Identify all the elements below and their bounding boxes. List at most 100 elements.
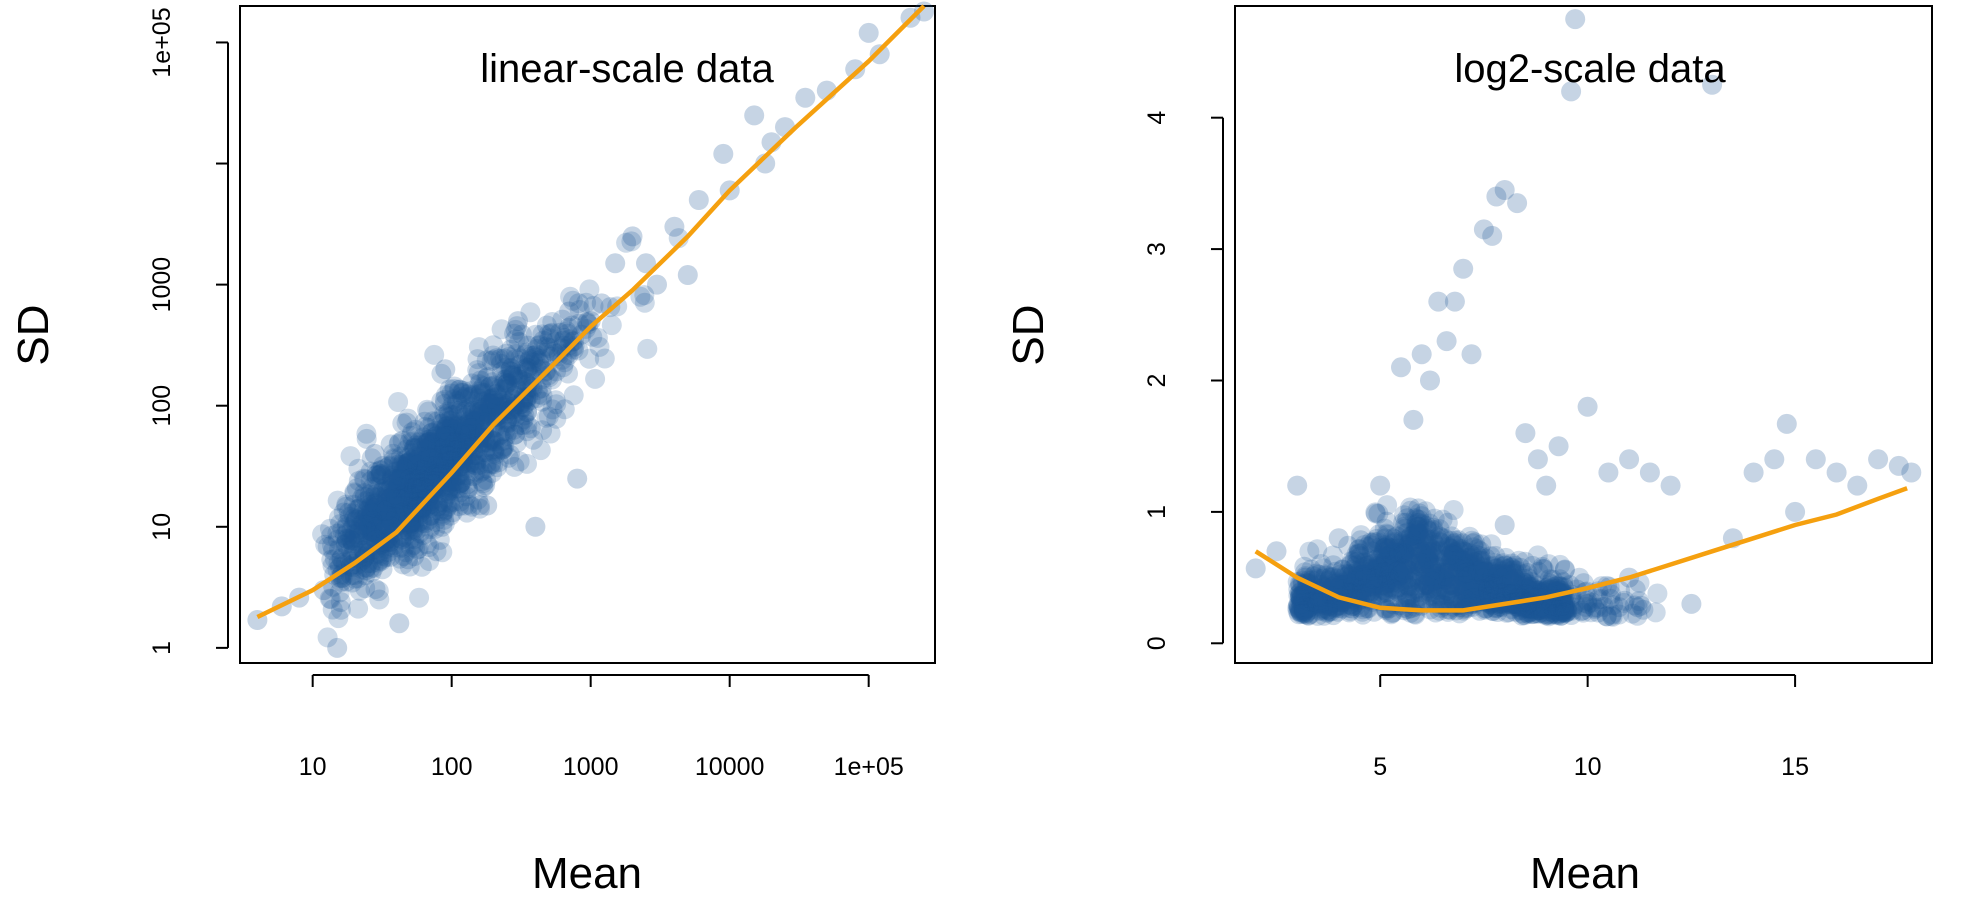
cloud-point [1439, 580, 1460, 600]
cloud-point [1487, 571, 1508, 592]
cloud-point [466, 450, 487, 471]
cloud-point [1405, 514, 1426, 535]
cloud-point [1425, 564, 1445, 585]
cloud-point [1436, 549, 1456, 570]
cloud-point [405, 435, 426, 456]
cloud-point [432, 516, 453, 537]
cloud-point [389, 498, 410, 519]
cloud-point [1389, 559, 1410, 580]
cloud-point [517, 421, 538, 442]
cloud-point [395, 481, 416, 502]
cloud-point [454, 407, 475, 428]
cloud-point [517, 361, 538, 382]
cloud-point [1613, 592, 1634, 613]
cloud-point [1343, 574, 1364, 595]
cloud-point [372, 559, 393, 580]
cloud-point [1317, 599, 1338, 620]
cloud-point [1505, 601, 1526, 622]
cloud-point [330, 592, 351, 612]
data-point [1461, 344, 1482, 365]
data-point [914, 1, 934, 22]
cloud-point [397, 453, 418, 474]
cloud-point [1464, 532, 1485, 553]
cloud-point [352, 525, 373, 545]
cloud-point [1359, 584, 1380, 605]
cloud-point [499, 361, 520, 381]
cloud-point [1512, 572, 1533, 593]
cloud-point [563, 385, 584, 406]
cloud-point [413, 462, 434, 482]
cloud-point [1601, 584, 1621, 605]
cloud-point [453, 417, 474, 437]
cloud-point [1447, 530, 1468, 550]
cloud-point [450, 473, 471, 494]
cloud-point [457, 404, 478, 425]
cloud-point [402, 520, 423, 541]
cloud-point [1410, 543, 1431, 563]
cloud-point [384, 503, 405, 524]
cloud-point [1520, 576, 1541, 597]
cloud-point [351, 488, 372, 509]
cloud-point [446, 416, 466, 437]
cloud-point [1394, 544, 1414, 565]
cloud-point [438, 447, 459, 468]
cloud-point [1454, 554, 1475, 574]
cloud-point [1427, 569, 1448, 590]
cloud-point [1600, 588, 1621, 609]
cloud-point [546, 394, 567, 415]
cloud-point [1436, 570, 1457, 591]
cloud-point [415, 416, 436, 437]
cloud-point [1368, 559, 1388, 580]
cloud-point [1548, 575, 1569, 596]
cloud-point [438, 401, 459, 422]
cloud-point [1441, 544, 1462, 565]
cloud-point [453, 389, 474, 409]
cloud-point [1365, 502, 1386, 523]
cloud-point [438, 439, 459, 460]
cloud-point [1398, 576, 1419, 597]
cloud-point [419, 449, 440, 470]
cloud-point [402, 486, 423, 507]
cloud-point [1465, 558, 1486, 578]
cloud-point [536, 336, 557, 357]
cloud-point [413, 427, 434, 448]
cloud-point [436, 426, 457, 447]
cloud-point [481, 453, 501, 474]
cloud-point [340, 446, 361, 467]
cloud-point [1647, 583, 1668, 604]
cloud-point [331, 549, 352, 569]
cloud-point [471, 401, 492, 422]
cloud-point [1417, 529, 1438, 550]
cloud-point [1525, 598, 1546, 619]
cloud-point [1361, 541, 1382, 562]
cloud-point [442, 421, 463, 442]
cloud-point [1428, 557, 1449, 578]
cloud-point [350, 507, 371, 528]
cloud-point [1484, 574, 1505, 595]
cloud-point [362, 509, 383, 530]
cloud-point [348, 519, 369, 540]
cloud-point [1394, 505, 1414, 526]
cloud-point [1487, 558, 1507, 579]
cloud-point [521, 354, 542, 375]
cloud-point [418, 429, 439, 450]
cloud-point [1371, 556, 1391, 577]
cloud-point [1293, 598, 1314, 619]
cloud-point [1379, 542, 1399, 563]
cloud-point [400, 512, 421, 533]
cloud-point [409, 462, 430, 483]
cloud-point [1482, 574, 1502, 595]
cloud-point [505, 319, 526, 340]
cloud-point [1406, 579, 1426, 600]
cloud-point [348, 499, 369, 520]
cloud-point [502, 364, 523, 385]
cloud-point [1328, 598, 1349, 618]
cloud-point [1413, 558, 1434, 579]
cloud-point [1343, 571, 1364, 592]
cloud-point [1478, 578, 1499, 599]
cloud-point [481, 388, 501, 409]
data-point [549, 322, 570, 343]
cloud-point [1479, 578, 1500, 599]
cloud-point [1468, 561, 1489, 582]
cloud-point [447, 414, 468, 435]
